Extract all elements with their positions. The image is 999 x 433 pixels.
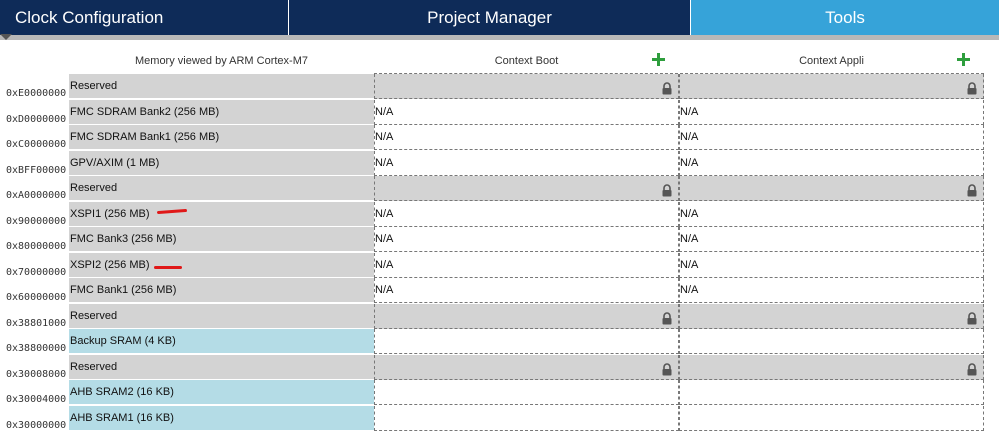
memory-region[interactable]: FMC SDRAM Bank2 (256 MB): [69, 100, 374, 125]
memory-region[interactable]: XSPI1 (256 MB): [69, 202, 374, 227]
tab-bar: Clock Configuration Project Manager Tool…: [0, 0, 999, 35]
memory-region[interactable]: AHB SRAM2 (16 KB): [69, 380, 374, 405]
context-appli-cell[interactable]: N/A: [679, 278, 984, 303]
memory-region[interactable]: FMC Bank3 (256 MB): [69, 227, 374, 252]
memory-region[interactable]: Reserved: [69, 355, 374, 380]
memory-region[interactable]: FMC Bank1 (256 MB): [69, 278, 374, 303]
lock-icon: [966, 80, 978, 95]
add-context-appli-plus-icon[interactable]: [956, 52, 971, 67]
context-appli-cell[interactable]: [679, 406, 984, 431]
context-appli-cell: [679, 304, 984, 329]
context-appli-cell[interactable]: N/A: [679, 100, 984, 125]
context-appli-cell: [679, 176, 984, 201]
column-header-context-boot: Context Boot: [494, 55, 559, 67]
lock-icon: [966, 361, 978, 376]
context-boot-cell[interactable]: N/A: [374, 227, 679, 252]
context-appli-cell: [679, 74, 984, 99]
address-label: 0xBFF00000: [6, 165, 67, 176]
context-appli-cell[interactable]: [679, 329, 984, 354]
context-boot-value: N/A: [375, 284, 394, 296]
context-appli-cell[interactable]: N/A: [679, 151, 984, 176]
tab-project-manager[interactable]: Project Manager: [289, 0, 691, 35]
lock-icon: [661, 361, 673, 376]
context-appli-cell[interactable]: N/A: [679, 202, 984, 227]
context-boot-value: N/A: [375, 259, 394, 271]
context-boot-cell[interactable]: [374, 329, 679, 354]
context-boot-cell[interactable]: N/A: [374, 278, 679, 303]
context-boot-cell[interactable]: N/A: [374, 125, 679, 150]
memory-region[interactable]: GPV/AXIM (1 MB): [69, 151, 374, 176]
table-top-border: [374, 73, 984, 74]
red-underline-annotation: [154, 266, 182, 269]
context-boot-value: N/A: [375, 131, 394, 143]
context-boot-cell: [374, 355, 679, 380]
context-boot-value: N/A: [375, 157, 394, 169]
address-label: 0x60000000: [6, 292, 67, 303]
address-label: 0x38801000: [6, 318, 67, 329]
column-header-memory: Memory viewed by ARM Cortex-M7: [135, 55, 308, 67]
context-appli-value: N/A: [680, 233, 699, 245]
context-boot-cell[interactable]: N/A: [374, 151, 679, 176]
lock-icon: [661, 310, 673, 325]
address-label: 0xA0000000: [6, 190, 67, 201]
address-label: 0x30008000: [6, 369, 67, 380]
context-appli-value: N/A: [680, 208, 699, 220]
context-boot-value: N/A: [375, 208, 394, 220]
context-boot-cell[interactable]: N/A: [374, 100, 679, 125]
context-boot-cell[interactable]: [374, 380, 679, 405]
address-label: 0x70000000: [6, 267, 67, 278]
tab-tools[interactable]: Tools: [691, 0, 999, 35]
memory-region[interactable]: Backup SRAM (4 KB): [69, 329, 374, 354]
address-label: 0x80000000: [6, 241, 67, 252]
memory-region[interactable]: Reserved: [69, 304, 374, 329]
address-label: 0x30004000: [6, 394, 67, 405]
lock-icon: [661, 80, 673, 95]
address-label: 0xC0000000: [6, 139, 67, 150]
context-boot-cell[interactable]: N/A: [374, 202, 679, 227]
memory-region[interactable]: XSPI2 (256 MB): [69, 253, 374, 278]
context-boot-cell: [374, 74, 679, 99]
context-boot-value: N/A: [375, 233, 394, 245]
context-boot-cell: [374, 176, 679, 201]
address-label: 0xE0000000: [6, 88, 67, 99]
context-appli-value: N/A: [680, 284, 699, 296]
column-header-context-appli: Context Appli: [799, 55, 864, 67]
lock-icon: [661, 182, 673, 197]
context-appli-value: N/A: [680, 131, 699, 143]
lock-icon: [966, 182, 978, 197]
context-appli-value: N/A: [680, 259, 699, 271]
context-boot-cell[interactable]: [374, 406, 679, 431]
context-boot-value: N/A: [375, 106, 394, 118]
context-appli-cell[interactable]: N/A: [679, 253, 984, 278]
context-appli-cell[interactable]: N/A: [679, 227, 984, 252]
context-appli-cell: [679, 355, 984, 380]
memory-region[interactable]: AHB SRAM1 (16 KB): [69, 406, 374, 431]
address-label: 0xD0000000: [6, 114, 67, 125]
address-label: 0x90000000: [6, 216, 67, 227]
context-appli-value: N/A: [680, 157, 699, 169]
memory-region[interactable]: Reserved: [69, 176, 374, 201]
tab-divider: [0, 35, 999, 40]
memory-region[interactable]: FMC SDRAM Bank1 (256 MB): [69, 125, 374, 150]
add-context-boot-plus-icon[interactable]: [651, 52, 666, 67]
context-appli-value: N/A: [680, 106, 699, 118]
context-boot-cell: [374, 304, 679, 329]
address-label: 0x30000000: [6, 420, 67, 431]
lock-icon: [966, 310, 978, 325]
context-boot-cell[interactable]: N/A: [374, 253, 679, 278]
address-label: 0x38800000: [6, 343, 67, 354]
triangle-down-icon[interactable]: [0, 34, 12, 40]
tab-clock-configuration[interactable]: Clock Configuration: [0, 0, 289, 35]
context-appli-cell[interactable]: [679, 380, 984, 405]
memory-region[interactable]: Reserved: [69, 74, 374, 99]
context-appli-cell[interactable]: N/A: [679, 125, 984, 150]
